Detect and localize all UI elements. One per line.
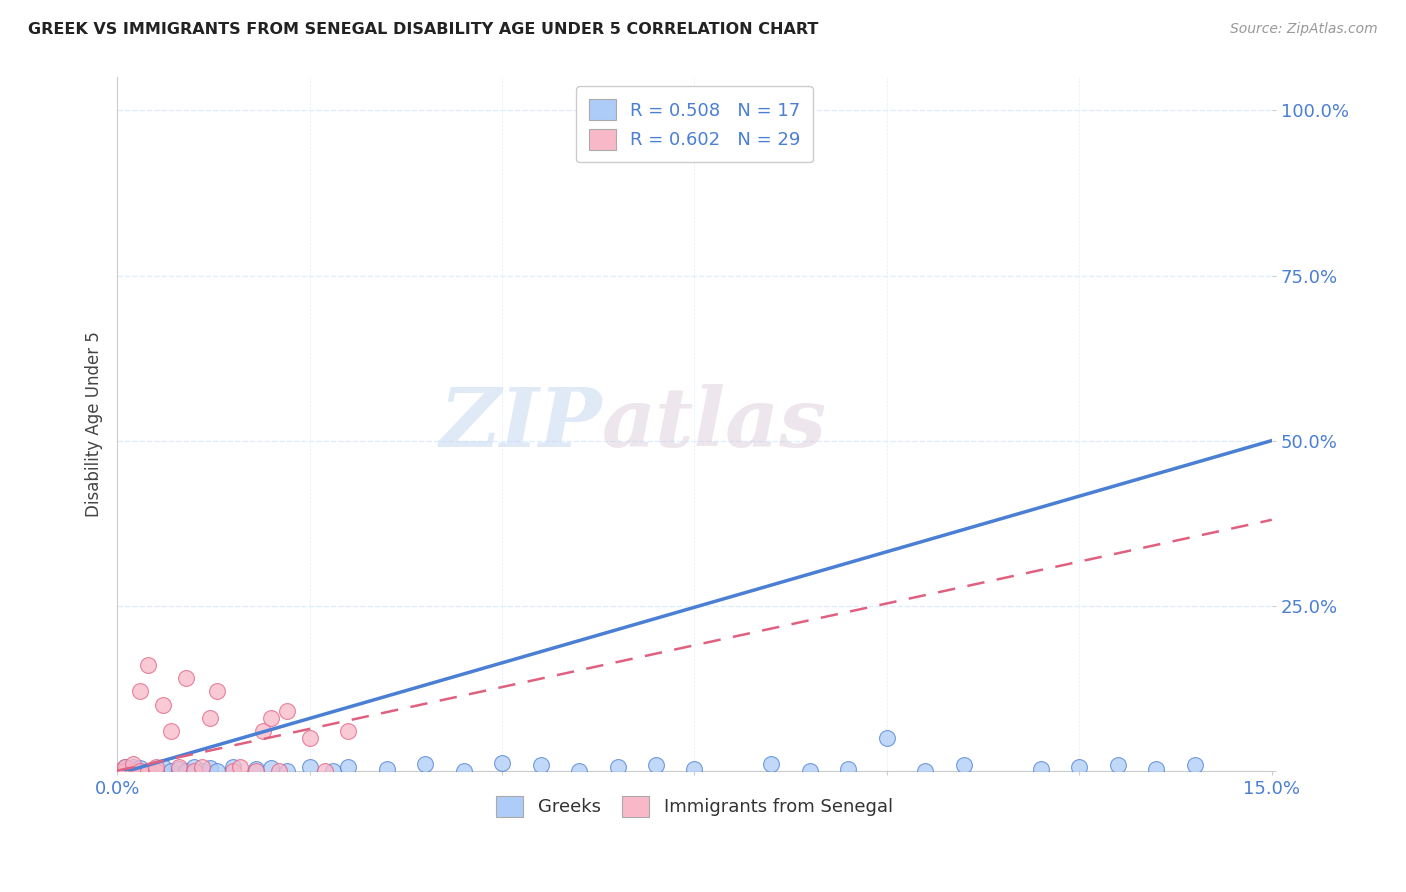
Point bbox=[568, 764, 591, 778]
Text: Source: ZipAtlas.com: Source: ZipAtlas.com bbox=[1230, 22, 1378, 37]
Point bbox=[683, 762, 706, 776]
Point bbox=[114, 763, 136, 777]
Point bbox=[105, 764, 128, 778]
Point bbox=[314, 764, 336, 778]
Point bbox=[114, 764, 136, 778]
Point bbox=[121, 764, 143, 778]
Point bbox=[1184, 758, 1206, 772]
Point bbox=[1029, 762, 1052, 776]
Point bbox=[491, 756, 513, 770]
Point bbox=[252, 724, 274, 739]
Point bbox=[114, 764, 136, 778]
Point bbox=[221, 760, 243, 774]
Point bbox=[136, 658, 159, 673]
Point bbox=[245, 764, 267, 778]
Point bbox=[229, 760, 252, 774]
Point bbox=[267, 764, 290, 778]
Point bbox=[183, 760, 205, 774]
Point bbox=[129, 761, 152, 775]
Point bbox=[914, 764, 936, 778]
Point bbox=[207, 764, 229, 778]
Point bbox=[276, 704, 298, 718]
Point bbox=[167, 762, 190, 776]
Point bbox=[322, 764, 344, 778]
Point bbox=[114, 760, 136, 774]
Point bbox=[276, 764, 298, 778]
Text: ZIP: ZIP bbox=[440, 384, 602, 464]
Y-axis label: Disability Age Under 5: Disability Age Under 5 bbox=[86, 331, 103, 517]
Text: GREEK VS IMMIGRANTS FROM SENEGAL DISABILITY AGE UNDER 5 CORRELATION CHART: GREEK VS IMMIGRANTS FROM SENEGAL DISABIL… bbox=[28, 22, 818, 37]
Point bbox=[121, 764, 143, 778]
Point bbox=[799, 764, 821, 778]
Point bbox=[221, 764, 243, 778]
Point bbox=[260, 761, 283, 775]
Point bbox=[145, 760, 167, 774]
Point bbox=[114, 760, 136, 774]
Point bbox=[176, 764, 198, 778]
Point bbox=[260, 711, 283, 725]
Point bbox=[876, 731, 898, 745]
Point bbox=[198, 761, 221, 775]
Point bbox=[529, 758, 551, 772]
Point bbox=[145, 764, 167, 778]
Point bbox=[121, 760, 143, 774]
Point bbox=[136, 764, 159, 778]
Point bbox=[183, 764, 205, 778]
Point bbox=[152, 698, 174, 712]
Point bbox=[413, 757, 436, 772]
Point bbox=[160, 764, 183, 778]
Point bbox=[191, 760, 214, 774]
Point bbox=[761, 757, 783, 772]
Point bbox=[191, 764, 214, 778]
Point bbox=[337, 760, 360, 774]
Point bbox=[837, 762, 859, 776]
Point bbox=[337, 724, 360, 739]
Point bbox=[136, 764, 159, 778]
Point bbox=[745, 103, 768, 118]
Point bbox=[121, 762, 143, 776]
Point bbox=[145, 764, 167, 778]
Point bbox=[1069, 760, 1091, 774]
Point bbox=[152, 760, 174, 774]
Point bbox=[606, 760, 628, 774]
Point bbox=[375, 762, 398, 776]
Point bbox=[1144, 762, 1167, 776]
Point bbox=[645, 758, 668, 772]
Legend: Greeks, Immigrants from Senegal: Greeks, Immigrants from Senegal bbox=[489, 789, 900, 824]
Point bbox=[1107, 758, 1129, 772]
Point bbox=[129, 764, 152, 778]
Point bbox=[245, 762, 267, 776]
Point bbox=[121, 757, 143, 772]
Text: atlas: atlas bbox=[602, 384, 827, 464]
Point bbox=[298, 760, 321, 774]
Point bbox=[129, 764, 152, 778]
Point bbox=[176, 671, 198, 685]
Point bbox=[207, 684, 229, 698]
Point bbox=[129, 684, 152, 698]
Point bbox=[298, 731, 321, 745]
Point bbox=[198, 711, 221, 725]
Point bbox=[453, 764, 475, 778]
Point bbox=[953, 758, 976, 772]
Point bbox=[160, 724, 183, 739]
Point bbox=[167, 760, 190, 774]
